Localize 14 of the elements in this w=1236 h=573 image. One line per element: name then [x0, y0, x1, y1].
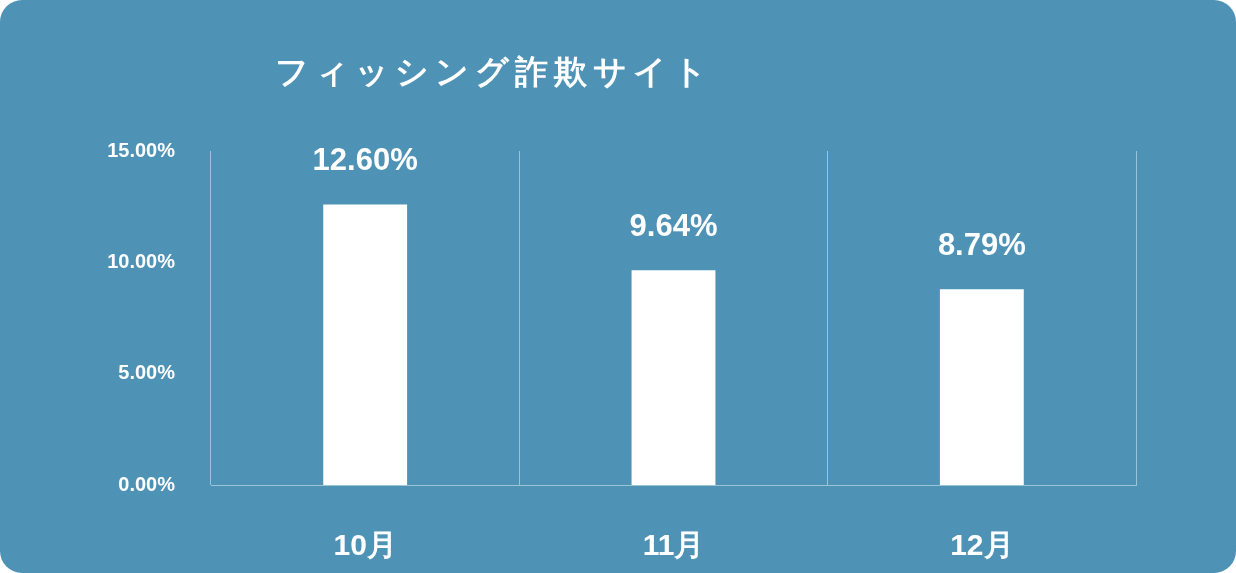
y-tick-label: 0.00%: [118, 472, 176, 495]
data-label: 9.64%: [629, 208, 718, 244]
y-tick-label: 5.00%: [118, 361, 176, 384]
data-label: 8.79%: [937, 227, 1026, 263]
chart-title: フィッシング詐欺サイト: [275, 52, 713, 92]
y-tick-label: 15.00%: [107, 138, 176, 161]
data-label: 12.60%: [312, 142, 418, 178]
bar: [631, 270, 716, 485]
x-tick-label: 10月: [333, 528, 397, 562]
bar: [939, 289, 1024, 485]
x-tick-label: 12月: [950, 528, 1014, 562]
y-tick-label: 10.00%: [107, 249, 176, 272]
x-tick-label: 11月: [642, 528, 705, 562]
bar: [323, 204, 408, 485]
